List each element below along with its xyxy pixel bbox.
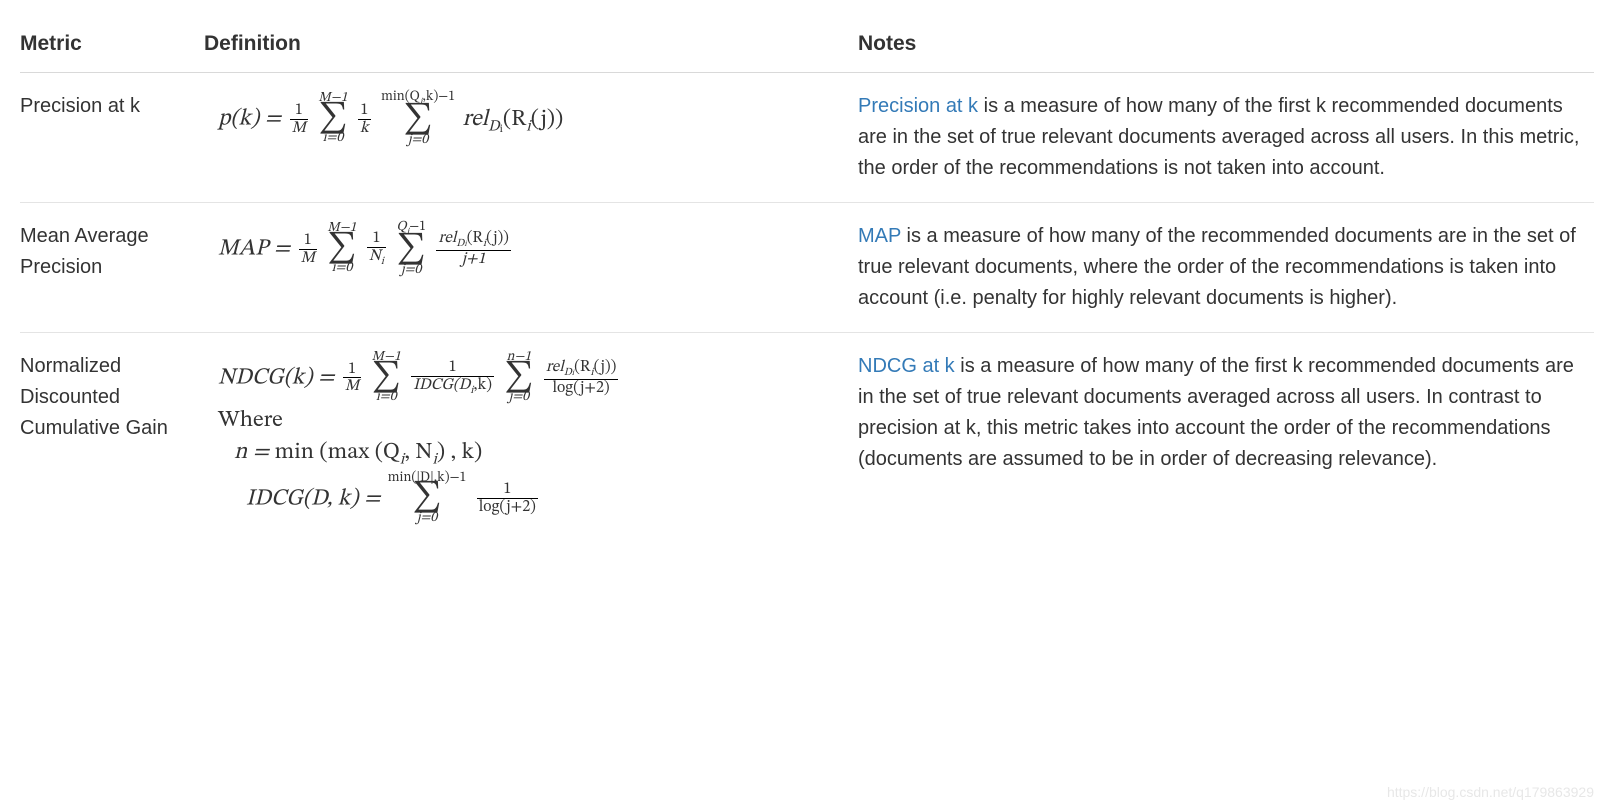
header-notes: Notes <box>858 20 1594 73</box>
metric-name: Precision at k <box>20 73 204 203</box>
metric-notes: NDCG at k is a measure of how many of th… <box>858 333 1594 544</box>
formula-text: MAP = <box>218 238 296 261</box>
formula-ndcg: NDCG(k) = 1 M M−1 ∑ i=0 1 IDCG(Di,k) n−1… <box>218 351 844 405</box>
formula-precision: p(k) = 1 M M−1 ∑ i=0 1 k min(Qi,k)−1 ∑ <box>218 91 844 147</box>
term-link[interactable]: MAP <box>858 225 901 247</box>
metric-name: Mean Average Precision <box>20 203 204 333</box>
table-header-row: Metric Definition Notes <box>20 20 1594 73</box>
sum-operator: M−1 ∑ i=0 <box>327 222 356 276</box>
formula-map: MAP = 1 M M−1 ∑ i=0 1 Ni Qi−1 ∑ j=0 <box>218 221 844 277</box>
fraction: 1 M <box>290 102 308 137</box>
fraction: 1 k <box>358 102 371 137</box>
sum-operator: min(|D|,k)−1 ∑ j=0 <box>388 472 467 526</box>
fraction: 1 M <box>343 361 361 396</box>
where-label: Where <box>218 405 844 437</box>
table-row: Precision at k p(k) = 1 M M−1 ∑ i=0 1 k <box>20 73 1594 203</box>
term-link[interactable]: NDCG at k <box>858 355 955 377</box>
sum-operator: M−1 ∑ i=0 <box>318 92 347 146</box>
fraction: 1 IDCG(Di,k) <box>411 359 494 397</box>
table-row: Mean Average Precision MAP = 1 M M−1 ∑ i… <box>20 203 1594 333</box>
metric-definition: NDCG(k) = 1 M M−1 ∑ i=0 1 IDCG(Di,k) n−1… <box>204 333 858 544</box>
formula-text: relDi(Ri(j)) <box>462 108 563 131</box>
metric-definition: MAP = 1 M M−1 ∑ i=0 1 Ni Qi−1 ∑ j=0 <box>204 203 858 333</box>
table-row: Normalized Discounted Cumulative Gain ND… <box>20 333 1594 544</box>
fraction: relDi(Ri(j)) log(j+2) <box>544 359 619 397</box>
metric-notes: MAP is a measure of how many of the reco… <box>858 203 1594 333</box>
fraction: 1 Ni <box>367 230 386 268</box>
metric-notes: Precision at k is a measure of how many … <box>858 73 1594 203</box>
formula-text: NDCG(k) = <box>218 366 340 389</box>
sum-operator: Qi−1 ∑ j=0 <box>396 221 426 277</box>
header-definition: Definition <box>204 20 858 73</box>
notes-text: is a measure of how many of the recommen… <box>858 225 1576 309</box>
sum-operator: M−1 ∑ i=0 <box>372 351 401 405</box>
fraction: 1 log(j+2) <box>477 481 538 516</box>
header-metric: Metric <box>20 20 204 73</box>
formula-text: p(k) = <box>218 108 287 131</box>
formula-ndcg-idcg: IDCG(D, k) = min(|D|,k)−1 ∑ j=0 1 log(j+… <box>246 472 844 526</box>
fraction: relDi(Ri(j)) j+1 <box>436 230 511 268</box>
fraction: 1 M <box>299 232 317 267</box>
term-link[interactable]: Precision at k <box>858 95 978 117</box>
sum-operator: n−1 ∑ j=0 <box>504 351 533 405</box>
metrics-table: Metric Definition Notes Precision at k p… <box>20 20 1594 544</box>
watermark: https://blog.csdn.net/q179863929 <box>1387 784 1594 800</box>
metric-name: Normalized Discounted Cumulative Gain <box>20 333 204 544</box>
metric-definition: p(k) = 1 M M−1 ∑ i=0 1 k min(Qi,k)−1 ∑ <box>204 73 858 203</box>
notes-text: is a measure of how many of the first k … <box>858 355 1574 470</box>
formula-ndcg-n: n = min (max (Qi, Ni) , k) <box>234 437 844 471</box>
sum-operator: min(Qi,k)−1 ∑ j=0 <box>381 91 455 147</box>
